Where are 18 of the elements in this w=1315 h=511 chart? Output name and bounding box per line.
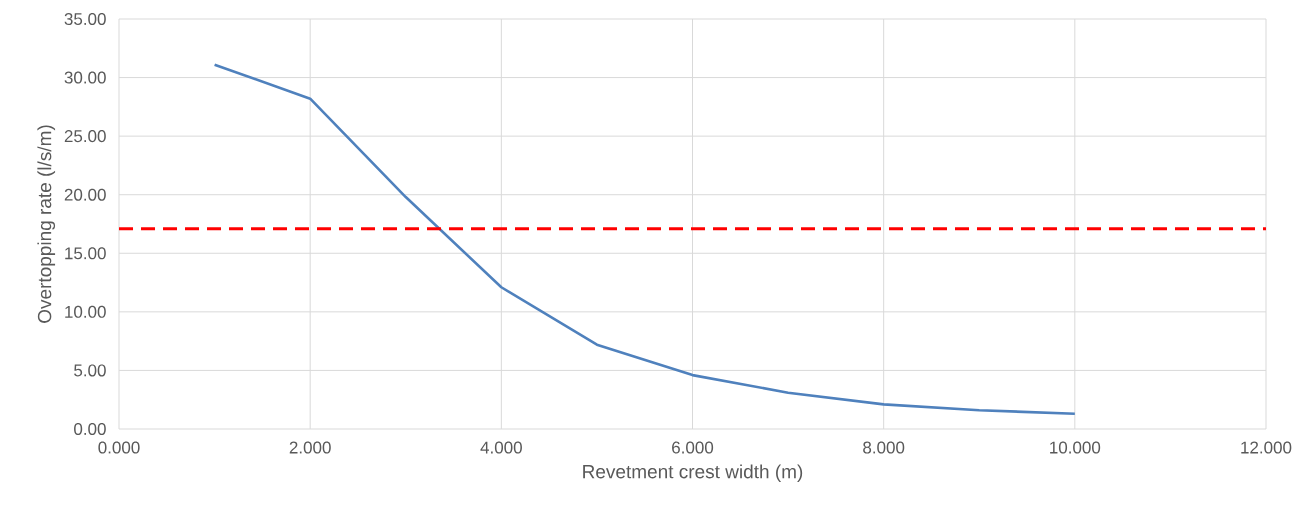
x-axis-title: Revetment crest width (m) (583, 464, 803, 483)
y-tick-label: 20.00 (64, 188, 106, 201)
y-tick-label: 35.00 (64, 12, 106, 26)
y-tick-label: 30.00 (64, 71, 106, 84)
x-tick-label: 12.000 (1241, 441, 1292, 454)
y-tick-label: 0.00 (74, 422, 106, 436)
x-tick-label: 6.000 (672, 441, 714, 454)
y-axis-title: Overtopping rate (l/s/m) (37, 125, 56, 323)
y-tick-label: 25.00 (64, 130, 106, 143)
y-tick-label: 5.00 (74, 364, 106, 377)
y-tick-label: 10.00 (65, 305, 106, 318)
y-tick-label: 15.00 (65, 247, 106, 260)
line-series (213, 63, 1077, 416)
x-tick-label: 4.000 (480, 441, 522, 454)
x-tick-label: 0.000 (98, 441, 140, 454)
x-tick-label: 8.000 (863, 441, 905, 454)
x-tick-label: 10.000 (1050, 441, 1101, 454)
x-tick-label: 2.000 (289, 441, 331, 454)
